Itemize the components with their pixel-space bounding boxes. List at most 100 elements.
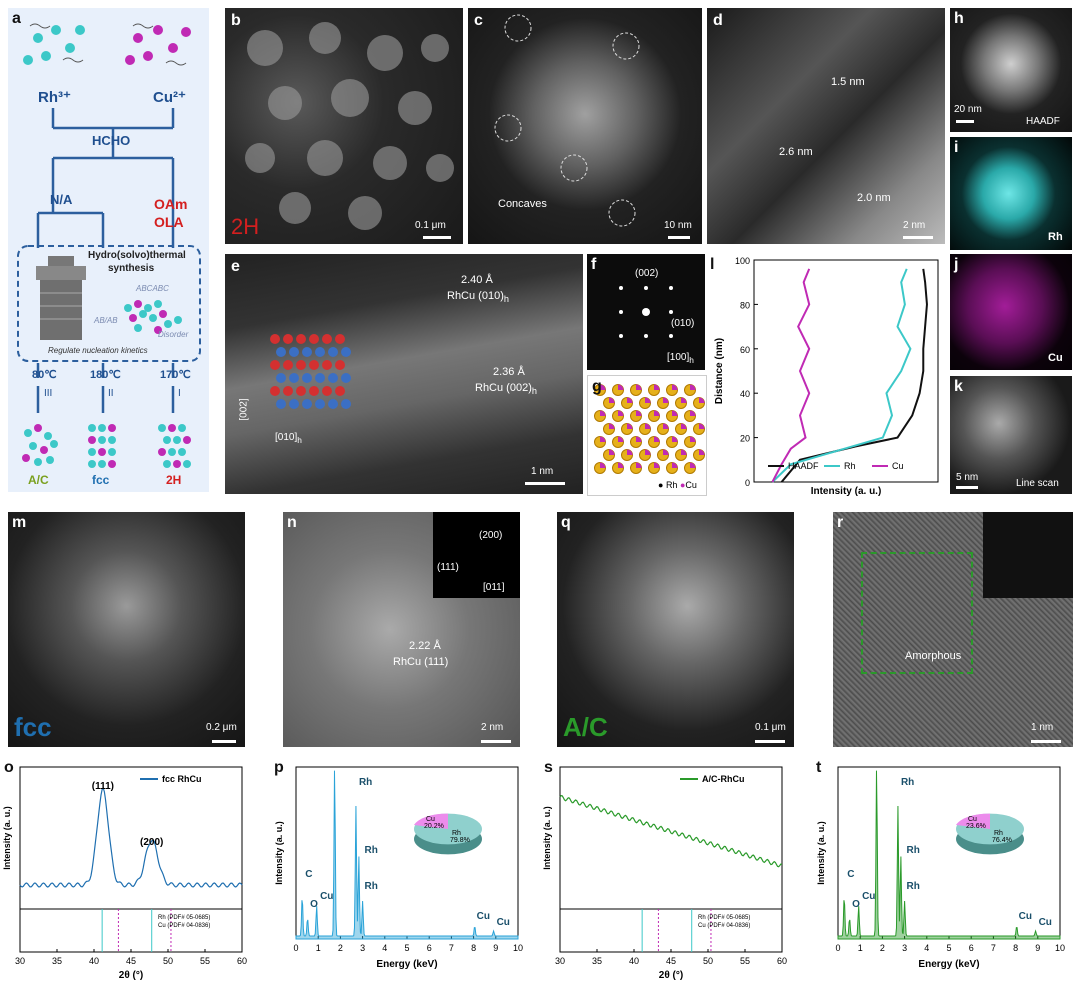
panel-g-model: g ● Rh ●Cu (587, 375, 707, 496)
cu-fraction (627, 423, 633, 429)
x-tick-label: 50 (163, 956, 173, 966)
spot-111-label: (111) (437, 562, 459, 573)
pie-cu-slice (414, 813, 448, 829)
xrd-trace (559, 795, 783, 868)
panel-i-image: i Rh (950, 137, 1072, 250)
y-axis-label: Intensity (a. u.) (816, 821, 826, 885)
scale-bar (1031, 740, 1061, 743)
width-label-3: 2.0 nm (857, 192, 891, 204)
rh-map-tag: Rh (1048, 231, 1063, 243)
y-axis-label: Intensity (a. u.) (542, 806, 552, 870)
ref1-label: Rh (PDF# 05-0685) (158, 915, 210, 921)
atom-marker (296, 386, 306, 396)
g-legend: ● Rh ●Cu (658, 480, 697, 490)
temp-170-label: 170℃ (160, 369, 191, 381)
eds-fcc-chart: 0 1 2 3 4 5 6 7 8 9 10 Energy (keV) Intensity (a. u.… (274, 766, 523, 970)
cu-fraction (600, 436, 606, 442)
cu-fraction (654, 462, 660, 468)
atom-marker (289, 347, 299, 357)
scale-bar (956, 486, 978, 489)
atom-marker (328, 347, 338, 357)
cu-fraction (636, 436, 642, 442)
ref2-label: Cu (PDF# 04-0836) (158, 923, 210, 929)
atom-marker (283, 334, 293, 344)
peak-label: Cu (1039, 917, 1052, 928)
peak-label: (200) (140, 837, 163, 848)
pie-cu-label: Cu (426, 816, 435, 823)
route-i-label: I (178, 388, 181, 399)
x-tick-label: 4 (924, 943, 929, 953)
cu-fraction (690, 384, 696, 390)
spot-010-label: (010) (671, 318, 695, 329)
fft-pattern (619, 286, 673, 338)
schematic-drawing (17, 23, 201, 468)
scale-bar-label: 0.2 μm (206, 722, 237, 733)
scale-bar-label: 10 nm (664, 220, 692, 231)
scale-bar-label: 1 nm (531, 466, 554, 477)
cu-fraction (600, 410, 606, 416)
cu-fraction (672, 436, 678, 442)
scale-bar (212, 740, 236, 743)
oam-label: OAm (154, 196, 188, 212)
cu-fraction (645, 397, 651, 403)
atom-marker (296, 334, 306, 344)
cu-fraction (654, 410, 660, 416)
panel-label-q: q (561, 514, 571, 531)
panel-label-a: a (12, 10, 21, 27)
pie-cu-label: Cu (968, 816, 977, 823)
atom-marker (270, 386, 280, 396)
panel-k-image: k 5 nm Line scan (950, 376, 1072, 494)
peak-label: C (305, 869, 312, 880)
temp-80-label: 80℃ (32, 369, 57, 381)
cu-fraction (690, 462, 696, 468)
atom-marker (335, 334, 345, 344)
peak-label: Cu (1019, 911, 1032, 922)
spacing-label-1: 2.40 Å (461, 274, 493, 286)
xrd-ac-chart: 30 35 40 45 50 55 60 2θ (°) Intensity (a. u.) A/C… (542, 766, 787, 981)
scale-bar (525, 482, 565, 485)
panel-label-l: l (710, 256, 715, 273)
peak-label: (111) (92, 781, 114, 792)
atom-marker (322, 360, 332, 370)
x-tick-label: 0 (835, 943, 840, 953)
series-line-rh (771, 268, 912, 483)
product-2h-icon (158, 424, 191, 468)
ref2-label: Cu (PDF# 04-0836) (698, 923, 750, 929)
peak-label: Rh (906, 845, 919, 856)
scale-bar-label: 0.1 μm (755, 722, 786, 733)
atom-marker (302, 399, 312, 409)
x-tick-label: 9 (493, 943, 498, 953)
product-fcc-icon (88, 424, 116, 468)
series-line-cu (771, 268, 811, 483)
cu-fraction (627, 449, 633, 455)
legend-label: Rh (844, 461, 856, 471)
panel-label-p: p (274, 759, 284, 776)
atom-marker (270, 360, 280, 370)
atom-marker (315, 373, 325, 383)
x-axis-label: 2θ (°) (659, 970, 683, 981)
axis-002-label: [002] (238, 398, 250, 421)
x-tick-label: 4 (382, 943, 387, 953)
x-tick-label: 55 (200, 956, 210, 966)
x-tick-label: 8 (471, 943, 476, 953)
scale-bar-label: 20 nm (954, 104, 982, 115)
scale-bar (903, 236, 933, 239)
cu-fraction (663, 449, 669, 455)
atom-marker (276, 399, 286, 409)
x-tick-label: 7 (991, 943, 996, 953)
scale-bar (481, 740, 511, 743)
x-tick-label: 6 (427, 943, 432, 953)
y-axis-label: Distance (nm) (714, 338, 725, 404)
eds-spectrum (837, 770, 1061, 940)
cu-map-tag: Cu (1048, 352, 1063, 364)
synthesis-label: synthesis (108, 263, 155, 274)
panel-f-image: f (002) (010) [100]h (587, 254, 705, 370)
panel-s-chart: 30 35 40 45 50 55 60 2θ (°) Intensity (a. u.) A/C… (540, 757, 800, 985)
y-axis-label: Intensity (a. u.) (274, 821, 284, 885)
cu-fraction (690, 436, 696, 442)
amorphous-region-box (861, 552, 973, 674)
temp-180-label: 180℃ (90, 369, 121, 381)
x-axis-label: Energy (keV) (376, 959, 437, 970)
phase-2h-tag: 2H (231, 214, 260, 239)
xrd-trace (19, 787, 243, 888)
